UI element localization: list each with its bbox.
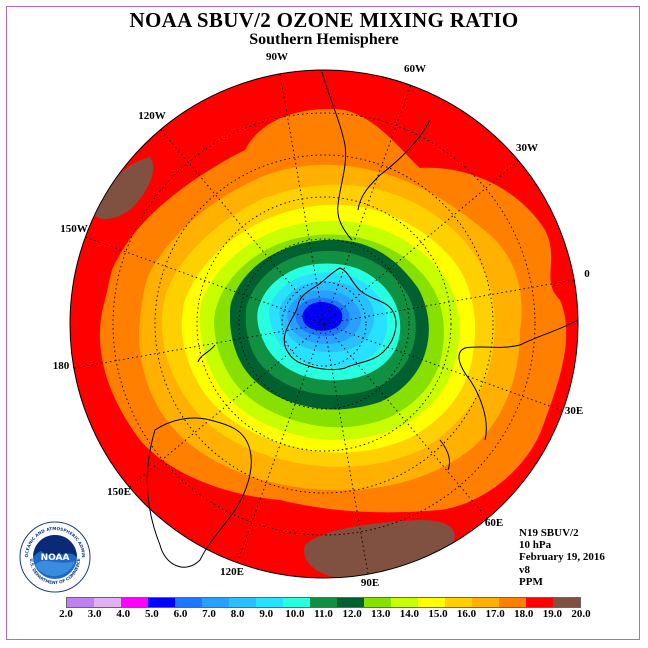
info-instrument: N19 SBUV/2 — [519, 527, 579, 539]
high-patch-west — [95, 157, 154, 220]
legend-swatch — [364, 598, 391, 607]
lon-label-90e: 90E — [360, 577, 380, 589]
meridian-line — [160, 129, 325, 325]
info-level: 10 hPa — [519, 539, 552, 552]
legend-tick: 18.0 — [514, 608, 534, 620]
legend-color-bar — [66, 597, 581, 608]
lon-label-120w: 120W — [138, 110, 166, 122]
coast-madagascar — [439, 439, 451, 471]
legend-tick: 2.0 — [59, 608, 73, 620]
legend-tick: 4.0 — [116, 608, 131, 620]
lon-label-120e: 120E — [220, 566, 244, 578]
legend-swatch — [337, 598, 364, 607]
meridian-line — [323, 323, 563, 412]
legend-swatch — [445, 598, 472, 607]
contour-band-5 — [302, 302, 343, 331]
lon-label-60w: 60W — [404, 63, 426, 75]
legend-tick: 13.0 — [371, 608, 391, 620]
legend-tick: 14.0 — [399, 608, 419, 620]
coast-australia — [146, 417, 252, 568]
meridian-line — [73, 323, 325, 369]
meridian-line — [279, 73, 325, 325]
meridian-line — [323, 160, 519, 325]
legend-tick: 3.0 — [87, 608, 102, 620]
lon-label-30e: 30E — [564, 405, 584, 417]
legend-swatch — [148, 598, 175, 607]
legend-tick: 10.0 — [285, 608, 305, 620]
info-panel: N19 SBUV/2 10 hPa February 19, 2016 v8 P… — [519, 527, 605, 588]
legend-tick: 15.0 — [428, 608, 448, 620]
legend-swatch — [526, 598, 553, 607]
lon-label-30w: 30W — [516, 142, 538, 154]
lon-label-60e: 60E — [484, 517, 504, 529]
legend-swatch — [391, 598, 418, 607]
info-date: February 19, 2016 — [519, 551, 605, 564]
meridian-line — [85, 236, 325, 325]
map-boundary — [69, 69, 579, 579]
coast-south-america — [321, 71, 353, 241]
legend-swatch — [121, 598, 148, 607]
page-subtitle: Southern Hemisphere — [249, 31, 399, 48]
meridian-lines — [73, 73, 575, 575]
meridian-line — [323, 323, 488, 519]
legend-swatch — [229, 598, 256, 607]
legend-tick: 9.0 — [259, 608, 274, 620]
meridian-line — [323, 323, 369, 575]
legend-swatch — [256, 598, 283, 607]
lon-label-150e: 150E — [107, 486, 131, 498]
page-title: NOAA SBUV/2 OZONE MIXING RATIO — [129, 8, 519, 32]
plot-frame — [6, 6, 640, 640]
lon-label-90w: 90W — [266, 51, 288, 63]
noaa-logo: NATIONAL OCEANIC AND ATMOSPHERIC ADMINIS… — [19, 521, 91, 593]
meridian-line — [129, 323, 325, 488]
legend-swatch — [94, 598, 121, 607]
legend-tick: 11.0 — [314, 608, 333, 620]
legend-swatch — [472, 598, 499, 607]
legend-tick: 12.0 — [342, 608, 362, 620]
legend-swatch — [67, 598, 94, 607]
lon-label-180: 180 — [52, 360, 70, 372]
lon-label-0: 0 — [584, 268, 590, 280]
lon-label-150w: 150W — [60, 223, 88, 235]
latitude-circles — [112, 112, 536, 536]
meridian-line — [323, 279, 575, 325]
legend-swatch — [310, 598, 337, 607]
info-version: v8 — [519, 563, 530, 576]
legend-tick: 19.0 — [542, 608, 562, 620]
meridian-line — [323, 85, 412, 325]
legend-swatch — [418, 598, 445, 607]
legend-swatch — [553, 598, 580, 607]
meridian-line — [236, 323, 325, 563]
legend-tick: 17.0 — [485, 608, 505, 620]
coast-antarctica — [283, 267, 397, 371]
coast-africa — [458, 319, 579, 441]
legend-tick: 16.0 — [456, 608, 477, 620]
info-units: PPM — [519, 575, 543, 588]
legend-tick: 8.0 — [230, 608, 245, 620]
coast-south-america-east — [357, 119, 431, 211]
logo-text: NOAA — [41, 553, 70, 563]
legend-swatch — [202, 598, 229, 607]
legend-tick: 6.0 — [173, 608, 188, 620]
coast-new-zealand — [197, 344, 216, 363]
legend-swatch — [283, 598, 310, 607]
legend-swatch — [175, 598, 202, 607]
legend-tick-labels: 2.0 3.0 4.0 5.0 6.0 7.0 8.0 9.0 10.0 11.0 12.0 13.0… — [59, 608, 591, 622]
legend-tick: 7.0 — [202, 608, 216, 620]
legend-swatch — [499, 598, 526, 607]
coastlines — [146, 71, 579, 568]
legend-tick: 5.0 — [144, 608, 159, 620]
legend-tick: 20.0 — [571, 608, 591, 620]
